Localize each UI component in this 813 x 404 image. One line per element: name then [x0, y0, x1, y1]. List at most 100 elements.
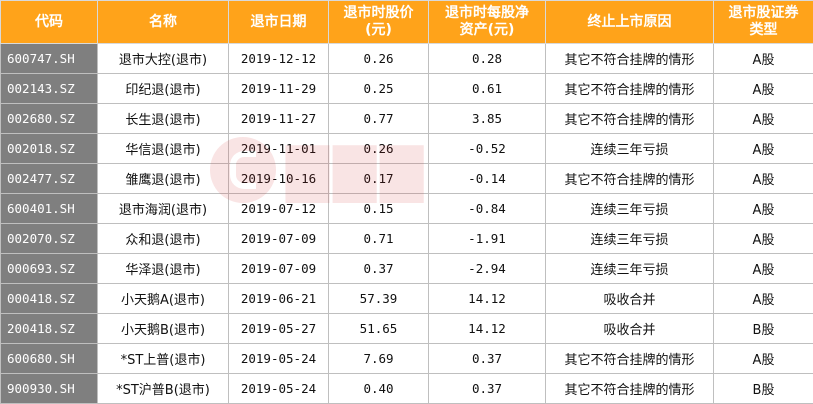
- cell-security-type: B股: [714, 314, 813, 344]
- cell-net-assets: -1.91: [429, 224, 546, 254]
- cell-delist-date: 2019-11-27: [229, 104, 329, 134]
- cell-delist-date: 2019-11-29: [229, 74, 329, 104]
- cell-security-type: A股: [714, 194, 813, 224]
- cell-delist-price: 0.37: [329, 254, 429, 284]
- cell-code: 002680.SZ: [1, 104, 98, 134]
- header-reason: 终止上市原因: [546, 1, 714, 44]
- cell-code: 002070.SZ: [1, 224, 98, 254]
- cell-delist-date: 2019-07-09: [229, 254, 329, 284]
- cell-reason: 其它不符合挂牌的情形: [546, 44, 714, 74]
- cell-delist-price: 0.71: [329, 224, 429, 254]
- cell-delist-date: 2019-05-24: [229, 374, 329, 404]
- cell-net-assets: 0.61: [429, 74, 546, 104]
- cell-name: 华泽退(退市): [98, 254, 229, 284]
- cell-reason: 连续三年亏损: [546, 194, 714, 224]
- cell-code: 600680.SH: [1, 344, 98, 374]
- cell-code: 002143.SZ: [1, 74, 98, 104]
- cell-security-type: A股: [714, 224, 813, 254]
- header-name: 名称: [98, 1, 229, 44]
- cell-net-assets: 0.28: [429, 44, 546, 74]
- cell-delist-price: 7.69: [329, 344, 429, 374]
- cell-name: *ST上普(退市): [98, 344, 229, 374]
- cell-delist-price: 0.17: [329, 164, 429, 194]
- cell-reason: 其它不符合挂牌的情形: [546, 74, 714, 104]
- cell-security-type: A股: [714, 164, 813, 194]
- cell-name: 雏鹰退(退市): [98, 164, 229, 194]
- cell-security-type: A股: [714, 284, 813, 314]
- cell-reason: 吸收合并: [546, 314, 714, 344]
- cell-name: 长生退(退市): [98, 104, 229, 134]
- cell-code: 002477.SZ: [1, 164, 98, 194]
- cell-delist-price: 51.65: [329, 314, 429, 344]
- cell-delist-price: 0.25: [329, 74, 429, 104]
- cell-delist-date: 2019-11-01: [229, 134, 329, 164]
- cell-code: 002018.SZ: [1, 134, 98, 164]
- cell-net-assets: -0.14: [429, 164, 546, 194]
- header-delist-price: 退市时股价 (元): [329, 1, 429, 44]
- cell-reason: 其它不符合挂牌的情形: [546, 374, 714, 404]
- header-delist-date: 退市日期: [229, 1, 329, 44]
- cell-name: 退市大控(退市): [98, 44, 229, 74]
- cell-security-type: A股: [714, 44, 813, 74]
- cell-security-type: A股: [714, 344, 813, 374]
- cell-reason: 其它不符合挂牌的情形: [546, 344, 714, 374]
- cell-reason: 连续三年亏损: [546, 224, 714, 254]
- cell-name: 印纪退(退市): [98, 74, 229, 104]
- cell-code: 000693.SZ: [1, 254, 98, 284]
- cell-delist-price: 0.26: [329, 134, 429, 164]
- cell-net-assets: -0.52: [429, 134, 546, 164]
- header-security-type: 退市股证券 类型: [714, 1, 813, 44]
- cell-reason: 连续三年亏损: [546, 134, 714, 164]
- cell-reason: 连续三年亏损: [546, 254, 714, 284]
- cell-name: 小天鹅B(退市): [98, 314, 229, 344]
- cell-name: 众和退(退市): [98, 224, 229, 254]
- cell-security-type: A股: [714, 74, 813, 104]
- header-net-assets: 退市时每股净 资产(元): [429, 1, 546, 44]
- cell-security-type: A股: [714, 104, 813, 134]
- cell-code: 200418.SZ: [1, 314, 98, 344]
- cell-net-assets: -2.94: [429, 254, 546, 284]
- cell-net-assets: 14.12: [429, 314, 546, 344]
- cell-delist-date: 2019-05-24: [229, 344, 329, 374]
- cell-code: 900930.SH: [1, 374, 98, 404]
- cell-net-assets: 0.37: [429, 374, 546, 404]
- cell-reason: 吸收合并: [546, 284, 714, 314]
- cell-delist-date: 2019-12-12: [229, 44, 329, 74]
- cell-name: 小天鹅A(退市): [98, 284, 229, 314]
- cell-net-assets: 3.85: [429, 104, 546, 134]
- cell-security-type: B股: [714, 374, 813, 404]
- header-code: 代码: [1, 1, 98, 44]
- cell-code: 600401.SH: [1, 194, 98, 224]
- cell-delist-price: 57.39: [329, 284, 429, 314]
- cell-net-assets: 0.37: [429, 344, 546, 374]
- cell-name: 退市海润(退市): [98, 194, 229, 224]
- cell-delist-price: 0.26: [329, 44, 429, 74]
- cell-delist-date: 2019-07-09: [229, 224, 329, 254]
- cell-reason: 其它不符合挂牌的情形: [546, 104, 714, 134]
- header-row: 代码 名称 退市日期 退市时股价 (元) 退市时每股净 资产(元) 终止上市原因…: [1, 1, 813, 44]
- cell-net-assets: -0.84: [429, 194, 546, 224]
- cell-name: *ST沪普B(退市): [98, 374, 229, 404]
- cell-code: 600747.SH: [1, 44, 98, 74]
- cell-delist-price: 0.40: [329, 374, 429, 404]
- cell-delist-date: 2019-10-16: [229, 164, 329, 194]
- cell-name: 华信退(退市): [98, 134, 229, 164]
- cell-net-assets: 14.12: [429, 284, 546, 314]
- cell-security-type: A股: [714, 134, 813, 164]
- cell-security-type: A股: [714, 254, 813, 284]
- cell-delist-date: 2019-06-21: [229, 284, 329, 314]
- cell-delist-price: 0.15: [329, 194, 429, 224]
- cell-delist-date: 2019-07-12: [229, 194, 329, 224]
